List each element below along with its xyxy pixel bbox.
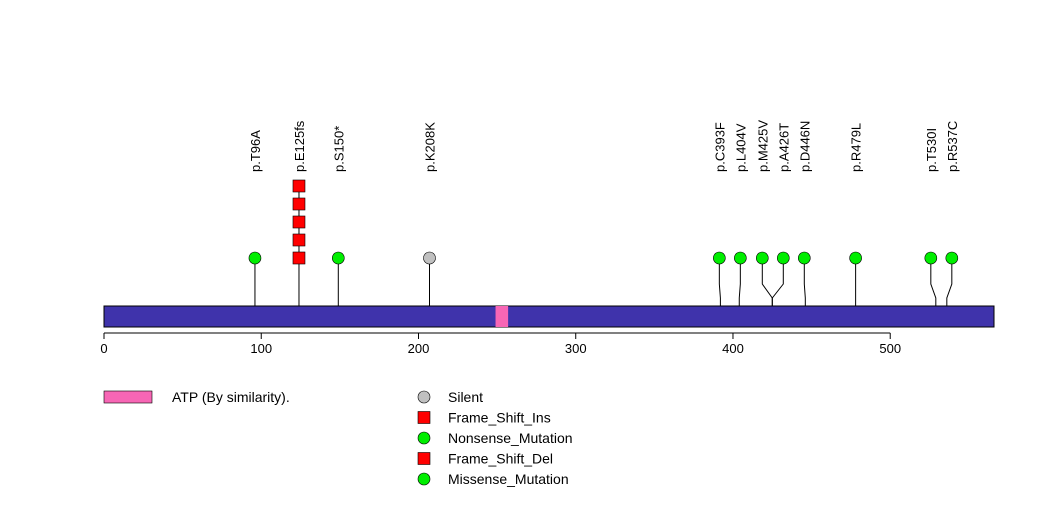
missense-marker [849,251,862,265]
mutation-stems [254,180,953,306]
mutation-label: p.S150* [331,126,346,172]
missense-marker [797,251,811,265]
legend-domain-swatch [103,390,153,404]
mutation-stem [930,252,937,306]
legend-type-label: Frame_Shift_Del [448,451,553,467]
mutation-label: p.C393F [712,122,727,172]
mutation-label: p.R537C [945,121,960,172]
silent-marker [423,251,436,265]
missense-marker [924,251,938,265]
mutation-stem [771,252,784,306]
axis-tick-label: 400 [722,341,744,356]
mutation-label: p.M425V [755,120,770,172]
legend: ATP (By similarity). Silent Frame_Shift_In… [103,389,573,487]
missense-marker [248,251,262,265]
missense-marker [755,251,769,265]
axis-tick-label: 200 [408,341,430,356]
protein-bar [103,305,995,328]
x-axis: 0 100 200 300 400 500 [100,332,901,356]
legend-square-swatch [417,452,431,465]
legend-circle-swatch [417,390,431,404]
missense-marker [776,251,790,265]
legend-square-swatch [417,411,431,424]
mutation-stem [946,252,953,306]
axis-tick-label: 300 [565,341,587,356]
frameshift-marker [292,233,306,247]
mutation-stem [718,252,721,306]
mutation-label: p.D446N [797,121,812,172]
mutation-markers [248,179,959,265]
missense-marker [331,251,345,265]
mutation-labels: p.T96A p.E125fs p.S150* p.K208K p.C393F p.L40… [248,120,960,172]
mutation-stem [803,252,806,306]
frameshift-marker [292,197,306,211]
mutation-label: p.A426T [776,123,791,172]
mutation-stem [738,252,741,306]
protein-track [103,305,995,328]
missense-marker [713,251,726,265]
mutation-label: p.L404V [733,123,748,172]
legend-type-label: Frame_Shift_Ins [448,410,551,426]
missense-marker [734,251,747,265]
mutation-label: p.E125fs [292,120,307,172]
axis-tick-label: 100 [250,341,272,356]
legend-type-label: Missense_Mutation [448,471,569,487]
frameshift-marker [292,179,306,193]
missense-marker [945,251,959,265]
frameshift-marker [292,215,306,229]
domain-region [495,306,509,327]
axis-tick-label: 0 [100,341,107,356]
legend-circle-swatch [417,431,431,445]
mutation-label: p.K208K [422,122,437,172]
mutation-label: p.T530I [924,128,939,172]
frameshift-marker [292,251,306,265]
legend-type-label: Silent [448,389,483,405]
legend-domain-label: ATP (By similarity). [172,389,290,405]
axis-tick-label: 500 [879,341,901,356]
legend-type-label: Nonsense_Mutation [448,430,573,446]
mutation-label: p.R479L [849,123,864,172]
mutation-label: p.T96A [248,130,263,172]
legend-circle-swatch [417,472,431,486]
